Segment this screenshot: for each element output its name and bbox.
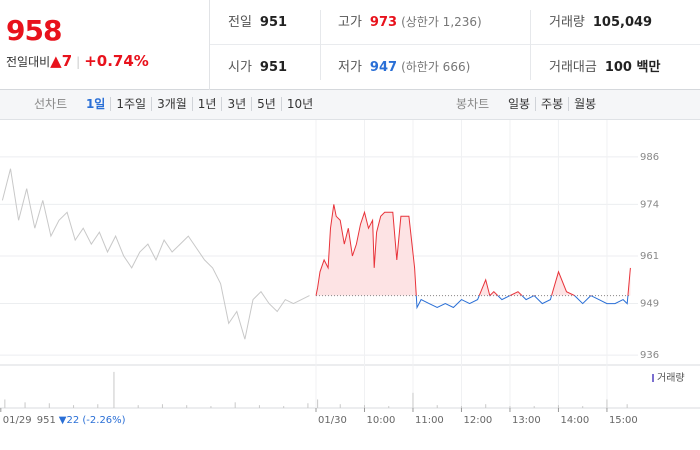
stat-value: 973 — [369, 15, 398, 30]
x-tick-label: 13:00 — [512, 415, 541, 426]
x-tick-label: 14:00 — [560, 415, 589, 426]
stat-value: 951 — [259, 60, 288, 75]
candle-tab[interactable]: 일봉 — [507, 97, 531, 111]
stat-label: 거래대금 — [549, 60, 597, 75]
stat-value: 951 — [259, 15, 288, 30]
price-change: 전일대비▲7 | +0.74% — [6, 52, 149, 70]
candle-tab[interactable]: 주봉 — [535, 97, 569, 111]
price-line-down — [316, 295, 629, 310]
stat: 시가 951 — [228, 45, 287, 90]
y-tick-label: 936 — [640, 350, 659, 361]
change-caption: 전일대비 — [6, 55, 51, 69]
current-price: 958 — [6, 14, 62, 47]
period-tab[interactable]: 3년 — [221, 97, 252, 111]
candle-chart-tabs: 봉차트 일봉 주봉 월봉 — [456, 90, 602, 119]
quote-header: 958 전일대비▲7 | +0.74% 전일 951 고가 973 (상한가 1,236) 거… — [0, 0, 700, 90]
tab-caption: 봉차트 — [456, 97, 490, 111]
period-tab[interactable]: 1년 — [191, 97, 222, 111]
price-chart: 936 949 961 974 986 01/29 01/30 10:00 11:00 12:00… — [0, 120, 700, 426]
period-tab[interactable]: 1주일 — [110, 97, 152, 111]
stats-row: 시가 951 저가 947 (하한가 666) 거래대금 100 백만 — [210, 45, 700, 90]
candle-tab[interactable]: 월봉 — [568, 97, 602, 111]
stat-label: 고가 — [338, 15, 362, 30]
y-tick-label: 986 — [640, 152, 659, 163]
line-chart-tabs: 선차트 1일 1주일 3개월 1년 3년 5년 10년 — [34, 90, 319, 119]
stat: 저가 947 (하한가 666) — [338, 45, 470, 90]
change-rate: +0.74% — [84, 52, 149, 70]
legend-swatch — [652, 374, 654, 382]
period-tab[interactable]: 10년 — [280, 97, 319, 111]
change-amount: ▲7 — [50, 52, 73, 70]
price-line-prev — [1, 168, 310, 340]
tab-caption: 선차트 — [34, 97, 68, 111]
stat: 전일 951 — [228, 0, 287, 45]
x-tick-label: 10:00 — [366, 415, 395, 426]
period-tab[interactable]: 3개월 — [151, 97, 192, 111]
y-tick-label: 961 — [640, 251, 659, 262]
stat-value: 947 — [369, 60, 398, 75]
stat-value: 105,049 — [592, 15, 653, 30]
stat-value: 100 백만 — [604, 60, 661, 75]
stat-label: 시가 — [228, 60, 252, 75]
prev-close-label: 951 — [37, 415, 56, 426]
stat: 거래량 105,049 — [549, 0, 652, 45]
stat-note: (상한가 1,236) — [401, 15, 482, 29]
price-line-up — [315, 204, 631, 296]
period-tab[interactable]: 5년 — [251, 97, 281, 111]
x-tick-label: 12:00 — [463, 415, 492, 426]
x-tick-label: 01/29 — [3, 415, 32, 426]
x-tick-label: 01/30 — [318, 415, 347, 426]
stat: 거래대금 100 백만 — [549, 45, 660, 90]
stat-label: 저가 — [338, 60, 362, 75]
chart-tabs: 선차트 1일 1주일 3개월 1년 3년 5년 10년 봉차트 일봉 주봉 월봉 — [0, 90, 700, 120]
x-tick-label: 11:00 — [415, 415, 444, 426]
y-tick-label: 949 — [640, 299, 659, 310]
stat-label: 거래량 — [549, 15, 585, 30]
legend-label: 거래량 — [657, 372, 685, 384]
price-box: 958 전일대비▲7 | +0.74% — [0, 0, 210, 90]
stats-row: 전일 951 고가 973 (상한가 1,236) 거래량 105,049 — [210, 0, 700, 45]
price-area — [316, 204, 631, 296]
stat-note: (하한가 666) — [401, 60, 471, 74]
y-tick-label: 974 — [640, 199, 659, 210]
x-tick-label: 15:00 — [609, 415, 638, 426]
period-tab[interactable]: 1일 — [85, 97, 106, 111]
prev-change-label: ▼22 (-2.26%) — [59, 415, 126, 426]
stat-label: 전일 — [228, 15, 252, 30]
stat: 고가 973 (상한가 1,236) — [338, 0, 482, 45]
